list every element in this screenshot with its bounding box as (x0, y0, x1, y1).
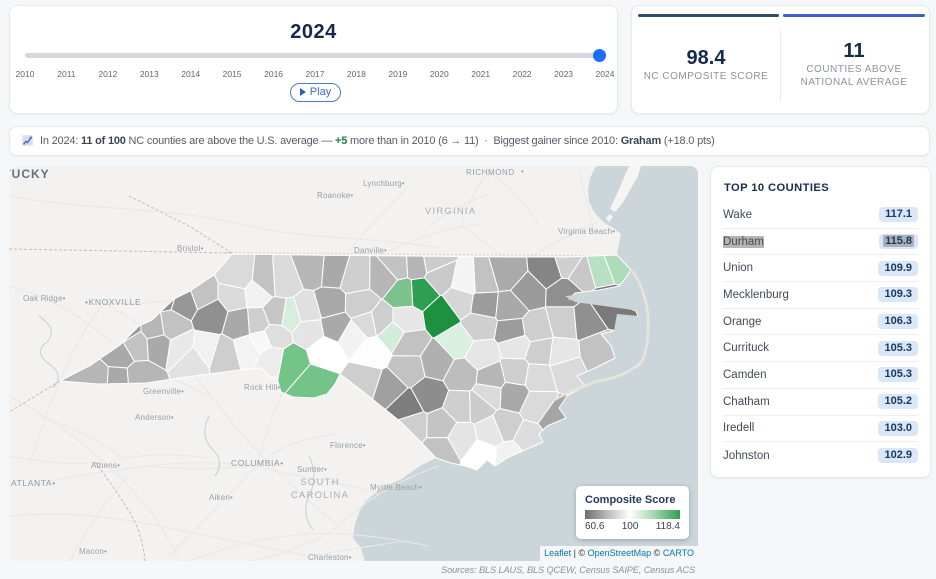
svg-text:VIRGINIA: VIRGINIA (425, 206, 476, 217)
svg-text:•: • (521, 167, 524, 176)
svg-text:Florence•: Florence• (330, 441, 366, 450)
svg-text:Aiken•: Aiken• (209, 493, 233, 502)
svg-text:RICHMOND: RICHMOND (466, 168, 515, 177)
svg-text:Greenville•: Greenville• (143, 387, 184, 396)
svg-text:SOUTH: SOUTH (300, 477, 339, 488)
svg-text:Rock Hill•: Rock Hill• (244, 383, 280, 392)
svg-text:Danville•: Danville• (354, 246, 387, 255)
svg-text:Myrtle Beach•: Myrtle Beach• (370, 483, 422, 492)
svg-text:ATLANTA•: ATLANTA• (11, 478, 56, 488)
svg-text:Oak Ridge•: Oak Ridge• (23, 294, 66, 303)
svg-text:COLUMBIA•: COLUMBIA• (231, 458, 284, 468)
svg-text:Roanoke•: Roanoke• (317, 191, 353, 200)
svg-text:Sumter•: Sumter• (297, 465, 327, 474)
svg-text:Bristol•: Bristol• (177, 244, 204, 253)
svg-text:Lynchburg•: Lynchburg• (363, 179, 405, 188)
svg-text:KENTUCKY: KENTUCKY (9, 167, 50, 181)
svg-text:Charleston•: Charleston• (308, 553, 352, 561)
svg-text:Virginia Beach•: Virginia Beach• (558, 227, 615, 236)
svg-text:CAROLINA: CAROLINA (291, 490, 349, 501)
svg-text:•KNOXVILLE: •KNOXVILLE (85, 297, 141, 307)
svg-text:Anderson•: Anderson• (135, 413, 174, 422)
svg-text:Athens•: Athens• (91, 461, 120, 470)
svg-text:Macon•: Macon• (79, 547, 107, 556)
